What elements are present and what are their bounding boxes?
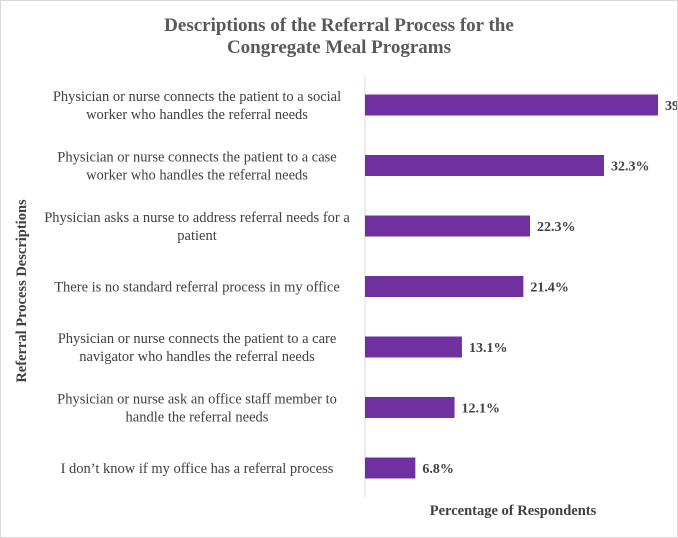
y-axis-title: Referral Process Descriptions	[14, 199, 30, 383]
bar-3	[365, 215, 531, 237]
category-label-4: There is no standard referral process in…	[54, 280, 340, 296]
value-label-2: 32.3%	[611, 160, 650, 175]
value-label-5: 13.1%	[469, 341, 508, 356]
category-label-5: Physician or nurse connects the patient …	[58, 331, 337, 365]
bars-group: 39.6% Physician or nurse connects the pat…	[44, 89, 677, 479]
bar-7	[365, 457, 416, 479]
category-label-2: Physician or nurse connects the patient …	[57, 150, 336, 184]
bar-6	[365, 397, 455, 418]
value-label-1: 39.6%	[665, 99, 677, 114]
x-axis-title: Percentage of Respondents	[430, 503, 597, 519]
category-label-3: Physician asks a nurse to address referr…	[44, 210, 350, 244]
value-label-4: 21.4%	[530, 281, 569, 296]
bar-5	[365, 336, 462, 358]
value-label-6: 12.1%	[462, 402, 501, 417]
value-label-7: 6.8%	[422, 462, 454, 477]
bar-1	[365, 94, 659, 116]
category-label-7: I don’t know if my office has a referral…	[61, 461, 334, 477]
bar-2	[365, 155, 605, 176]
category-label-6: Physician or nurse ask an office staff m…	[57, 392, 337, 426]
category-label-1: Physician or nurse connects the patient …	[53, 89, 341, 123]
chart-title: Descriptions of the Referral Process for…	[164, 15, 514, 58]
bar-4	[365, 276, 524, 297]
value-label-3: 22.3%	[537, 220, 576, 235]
